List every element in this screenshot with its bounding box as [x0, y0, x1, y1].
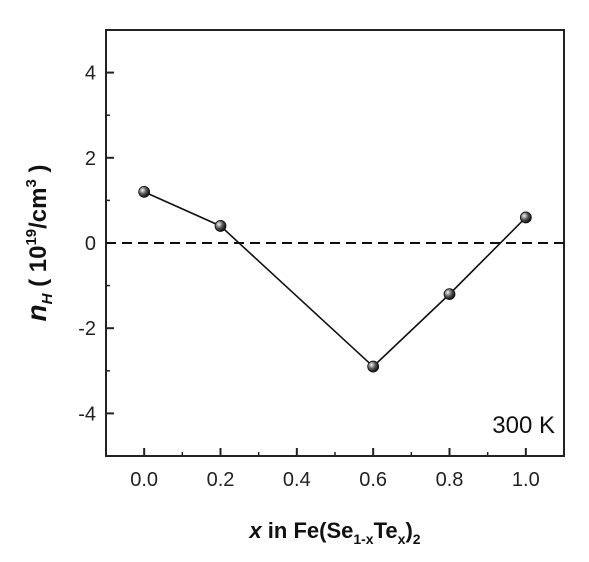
x-axis-ticks: 0.0 0.2 0.4 0.6 0.8 1.0 [105, 448, 565, 491]
y-axis-sub: H [39, 292, 56, 304]
temperature-annotation: 300 K [492, 412, 555, 439]
data-point [519, 211, 532, 224]
data-point [138, 185, 151, 198]
x-axis-text-in: in Fe(Se [262, 518, 354, 543]
x-axis-sub2: x [398, 531, 406, 547]
y-axis-text-close: ) [25, 164, 52, 179]
x-tick-label: 0.0 [130, 469, 158, 491]
y-axis-sup2: 3 [23, 179, 40, 187]
y-tick-label: -2 [78, 318, 96, 340]
data-point [443, 288, 456, 301]
y-axis-ticks: -4 -2 0 2 4 [78, 29, 114, 457]
y-axis-text-open: ( 10 [25, 246, 52, 294]
x-tick-label: 0.6 [359, 469, 387, 491]
x-tick-label: 0.4 [283, 469, 311, 491]
y-tick-label: 4 [85, 63, 96, 85]
y-axis-symbol: n [21, 304, 52, 321]
x-axis-sub1: 1-x [353, 531, 373, 547]
data-point [367, 360, 380, 373]
x-axis-title: x in Fe(Se1-xTex)2 [248, 518, 420, 547]
x-tick-label: 0.8 [436, 469, 464, 491]
x-axis-symbol: x [248, 518, 262, 543]
y-axis-sup1: 19 [23, 229, 40, 246]
data-point [214, 220, 227, 232]
y-tick-label: -4 [78, 403, 96, 425]
y-tick-label: 2 [85, 148, 96, 170]
x-tick-label: 1.0 [512, 469, 540, 491]
series-line [143, 191, 527, 368]
data-points [138, 185, 532, 373]
x-axis-text-close: ) [405, 518, 412, 543]
x-tick-label: 0.2 [207, 469, 235, 491]
x-axis-sub3: 2 [413, 531, 421, 547]
x-axis-text-te: Te [374, 518, 398, 543]
y-tick-label: 0 [85, 233, 96, 255]
y-axis-text-unit: /cm [25, 187, 52, 228]
y-axis-title: nH ( 1019/cm3 ) [21, 164, 56, 321]
